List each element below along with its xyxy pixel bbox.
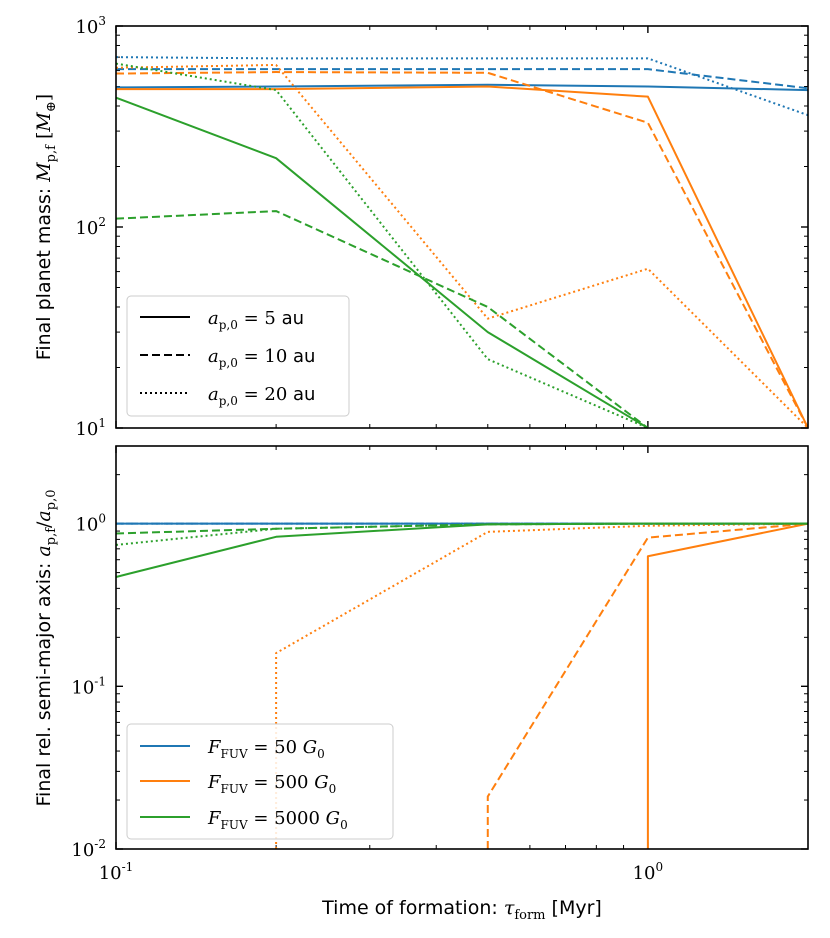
legend-label-500g0: FFUV = 500 G0 — [207, 772, 336, 796]
fuv-legend: FFUV = 50 G0 FFUV = 500 G0 FFUV = 5000 G… — [126, 723, 394, 840]
bottom-series-3 — [646, 522, 809, 849]
axis-ylabel: Final rel. semi-major axis: ap,f/ap,0 — [33, 490, 59, 807]
mass-ylabel: Final planet mass: Mp,f [M⊕] — [33, 94, 59, 360]
top-series-6 — [115, 96, 649, 429]
mass-series — [115, 56, 809, 429]
top-series-0 — [115, 83, 809, 92]
bottom-ytick-label-1: 10-1 — [71, 674, 106, 698]
bottom-series-5 — [275, 522, 809, 849]
linestyle-legend: ap,0 = 5 au ap,0 = 10 au ap,0 = 20 au — [126, 295, 350, 417]
axis-xtick-labels: 10-1 100 — [99, 860, 663, 884]
top-ytick-label-2: 103 — [75, 14, 106, 38]
bottom-xtick-label-0: 10-1 — [99, 860, 134, 884]
xlabel: Time of formation: τform [Myr] — [321, 897, 602, 923]
top-series-8 — [115, 62, 649, 429]
linestyle-legend-box — [126, 295, 350, 417]
axis-ytick-labels: 10-2 10-1 100 — [71, 512, 106, 861]
bottom-ytick-label-0: 10-2 — [71, 837, 106, 861]
axis-panel-frame — [115, 445, 809, 850]
top-ytick-label-0: 101 — [75, 416, 106, 440]
top-series-3 — [116, 85, 809, 429]
bottom-xtick-label-1: 100 — [633, 860, 664, 884]
bottom-series-8 — [115, 522, 808, 546]
legend-label-50g0: FFUV = 50 G0 — [207, 737, 325, 761]
top-series-7 — [115, 210, 649, 429]
legend-label-5000g0: FFUV = 5000 G0 — [207, 808, 348, 832]
mass-ytick-labels: 101 102 103 — [75, 14, 106, 440]
legend-label-10au: ap,0 = 10 au — [208, 346, 315, 370]
axis-series — [115, 522, 809, 849]
top-ytick-label-1: 102 — [75, 215, 106, 239]
top-series-5 — [115, 63, 809, 429]
top-series-4 — [115, 71, 809, 429]
bottom-ytick-label-2: 100 — [75, 512, 106, 536]
bottom-series-4 — [486, 522, 809, 849]
fuv-legend-box — [126, 723, 394, 840]
top-series-2 — [115, 56, 809, 117]
mass-panel: 101 102 103 Final planet mass: Mp,f [M⊕] a… — [33, 14, 809, 440]
legend-label-20au: ap,0 = 20 au — [208, 384, 315, 408]
legend-label-5au: ap,0 = 5 au — [208, 308, 304, 332]
mass-panel-frame — [115, 25, 809, 429]
